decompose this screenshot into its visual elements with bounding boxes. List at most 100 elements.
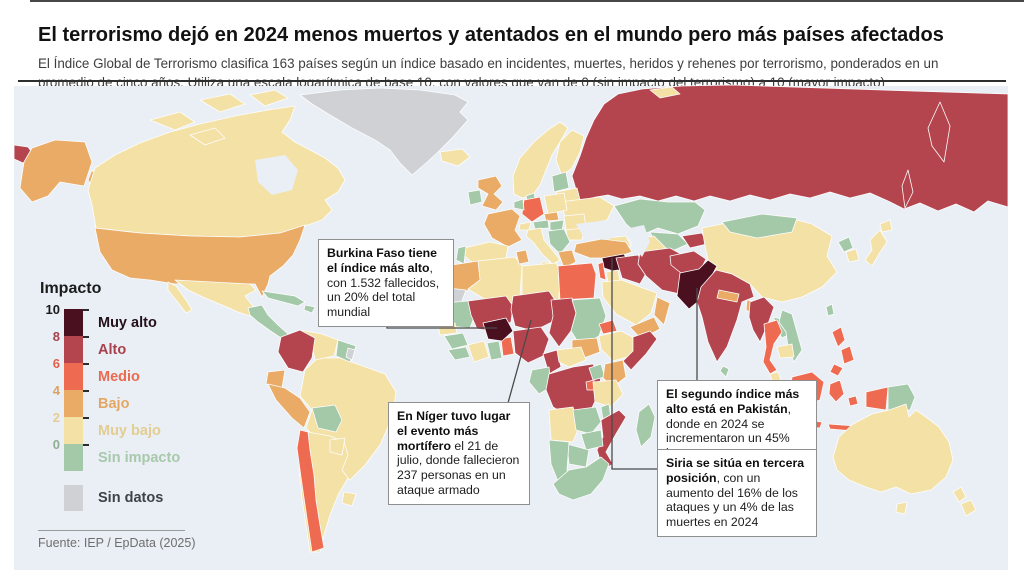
- map-region-bolivia: [311, 404, 343, 433]
- map-region-ghana: [486, 340, 503, 361]
- map-region-benelux: [513, 198, 525, 211]
- callout-burkina-bold: Burkina Faso tiene el índice más alto: [327, 246, 438, 275]
- legend-label-no-data: Sin datos: [98, 490, 164, 506]
- map-region-gabon_congo: [528, 366, 552, 395]
- map-region-new_zealand: [952, 486, 967, 503]
- map-region-usa: [94, 224, 306, 298]
- map-region-nepal: [716, 289, 740, 303]
- callout-niger-rest: el 21 de julio, donde fallecieron 237 pe…: [397, 438, 520, 497]
- map-region-alaska: [19, 139, 93, 203]
- map-region-paraguay: [329, 437, 346, 456]
- callout-pakistan-bold: El segundo índice más alto está en Pakis…: [666, 387, 800, 416]
- map-region-hispaniola: [303, 304, 316, 314]
- connector-siria: [611, 258, 658, 470]
- map-region-sri_lanka: [719, 365, 730, 378]
- map-region-russia: [927, 101, 951, 163]
- legend-tick: 2: [52, 410, 60, 425]
- source-note: Fuente: IEP / EpData (2025): [38, 536, 196, 550]
- map-region-india: [696, 269, 755, 363]
- map-region-angola: [548, 406, 580, 443]
- map-region-philippines: [831, 326, 846, 348]
- map-region-north_korea: [837, 236, 854, 253]
- map-region-austria: [532, 219, 550, 230]
- legend-swatch: [64, 390, 89, 417]
- map-region-indonesia: [865, 386, 889, 411]
- callout-niger: En Níger tuvo lugar el evento más mortíf…: [388, 402, 530, 505]
- legend-swatch: [64, 417, 89, 444]
- legend-tick: 0: [52, 437, 60, 452]
- legend-swatch: [64, 309, 89, 336]
- legend-row: 10 Muy alto: [40, 302, 180, 336]
- legend-title: Impacto: [40, 280, 102, 297]
- map-region-chile: [296, 429, 325, 553]
- map-region-drc: [545, 363, 602, 418]
- legend-row: 0 Sin impacto: [40, 437, 181, 471]
- map-region-ivory_coast: [467, 340, 490, 363]
- legend-swatch: [64, 363, 89, 390]
- continent-south-america: [265, 329, 397, 553]
- map-region-sierra_leone: [447, 346, 471, 361]
- map-region-south_africa: [552, 456, 610, 501]
- map-region-canada: [149, 111, 196, 131]
- map-region-japan: [879, 219, 893, 233]
- map-region-cambodia: [776, 343, 795, 359]
- map-region-indonesia: [847, 395, 859, 407]
- map-region-myanmar: [748, 296, 775, 343]
- map-region-greenland: [299, 87, 469, 176]
- map-region-burkina_faso: [482, 317, 514, 342]
- map-region-australia: [832, 403, 954, 495]
- continent-europe: [455, 84, 1009, 269]
- map-region-mexico: [167, 281, 193, 314]
- map-region-colombia: [277, 329, 316, 373]
- map-region-tunisia: [515, 249, 530, 265]
- legend-tick: 4: [52, 383, 60, 398]
- header-separator: [18, 80, 1006, 82]
- map-region-czechia: [543, 211, 560, 222]
- legend-row: 8 Alto: [40, 329, 180, 363]
- map-region-benin: [500, 336, 515, 357]
- legend-swatch: [64, 336, 89, 363]
- map-region-baltics: [551, 171, 570, 193]
- legend-row: 6 Medio: [40, 356, 180, 390]
- map-region-mongolia: [721, 213, 798, 239]
- map-region-russia: [901, 169, 914, 209]
- legend-label: Sin impacto: [98, 449, 181, 466]
- legend-label: Medio: [98, 368, 140, 385]
- map-region-niger: [510, 290, 558, 332]
- legend-swatch: [64, 444, 89, 471]
- map-region-egypt: [557, 262, 597, 301]
- callout-siria-rest: , con un aumento del 16% de los ataques …: [666, 470, 798, 529]
- source-rule: [38, 530, 185, 531]
- map-region-svalbard: [649, 86, 681, 99]
- map-region-south_korea: [845, 248, 860, 263]
- continent-oceania: [832, 403, 977, 517]
- map-region-philippines: [840, 345, 855, 365]
- map-region-iceland: [439, 148, 471, 167]
- continent-africa: [437, 249, 658, 501]
- legend: Impacto 10 Muy alto 8 Alto 6 Medio 4 Baj…: [40, 280, 180, 511]
- legend-tick: 8: [52, 329, 60, 344]
- callout-niger-bold: En Níger tuvo lugar el evento más mortíf…: [397, 409, 511, 453]
- legend-tick: 10: [45, 302, 60, 317]
- caspian-sea: [630, 225, 650, 257]
- callout-siria-bold: Siria se sitúa en tercera posición: [666, 456, 805, 485]
- legend-tick: 6: [52, 356, 60, 371]
- callout-burkina-rest: , con 1.532 fallecidos, un 20% del total…: [327, 260, 440, 319]
- map-region-thailand: [762, 319, 783, 375]
- legend-label: Bajo: [98, 395, 130, 412]
- map-region-tasmania: [895, 501, 908, 515]
- legend-row: 4 Bajo: [40, 383, 180, 417]
- callout-burkina-faso: Burkina Faso tiene el índice más alto, c…: [318, 239, 454, 327]
- page-title: El terrorismo dejó en 2024 menos muertos…: [38, 24, 944, 47]
- map-region-japan: [864, 229, 888, 267]
- legend-row-no-data: Sin datos: [40, 485, 180, 511]
- map-region-peru: [267, 383, 311, 429]
- map-region-indonesia: [828, 379, 845, 403]
- map-region-russia: [571, 84, 1009, 213]
- map-region-saudi: [601, 279, 658, 326]
- map-region-philippines: [829, 363, 844, 377]
- map-region-suriname: [345, 347, 356, 361]
- map-region-canada: [189, 127, 226, 146]
